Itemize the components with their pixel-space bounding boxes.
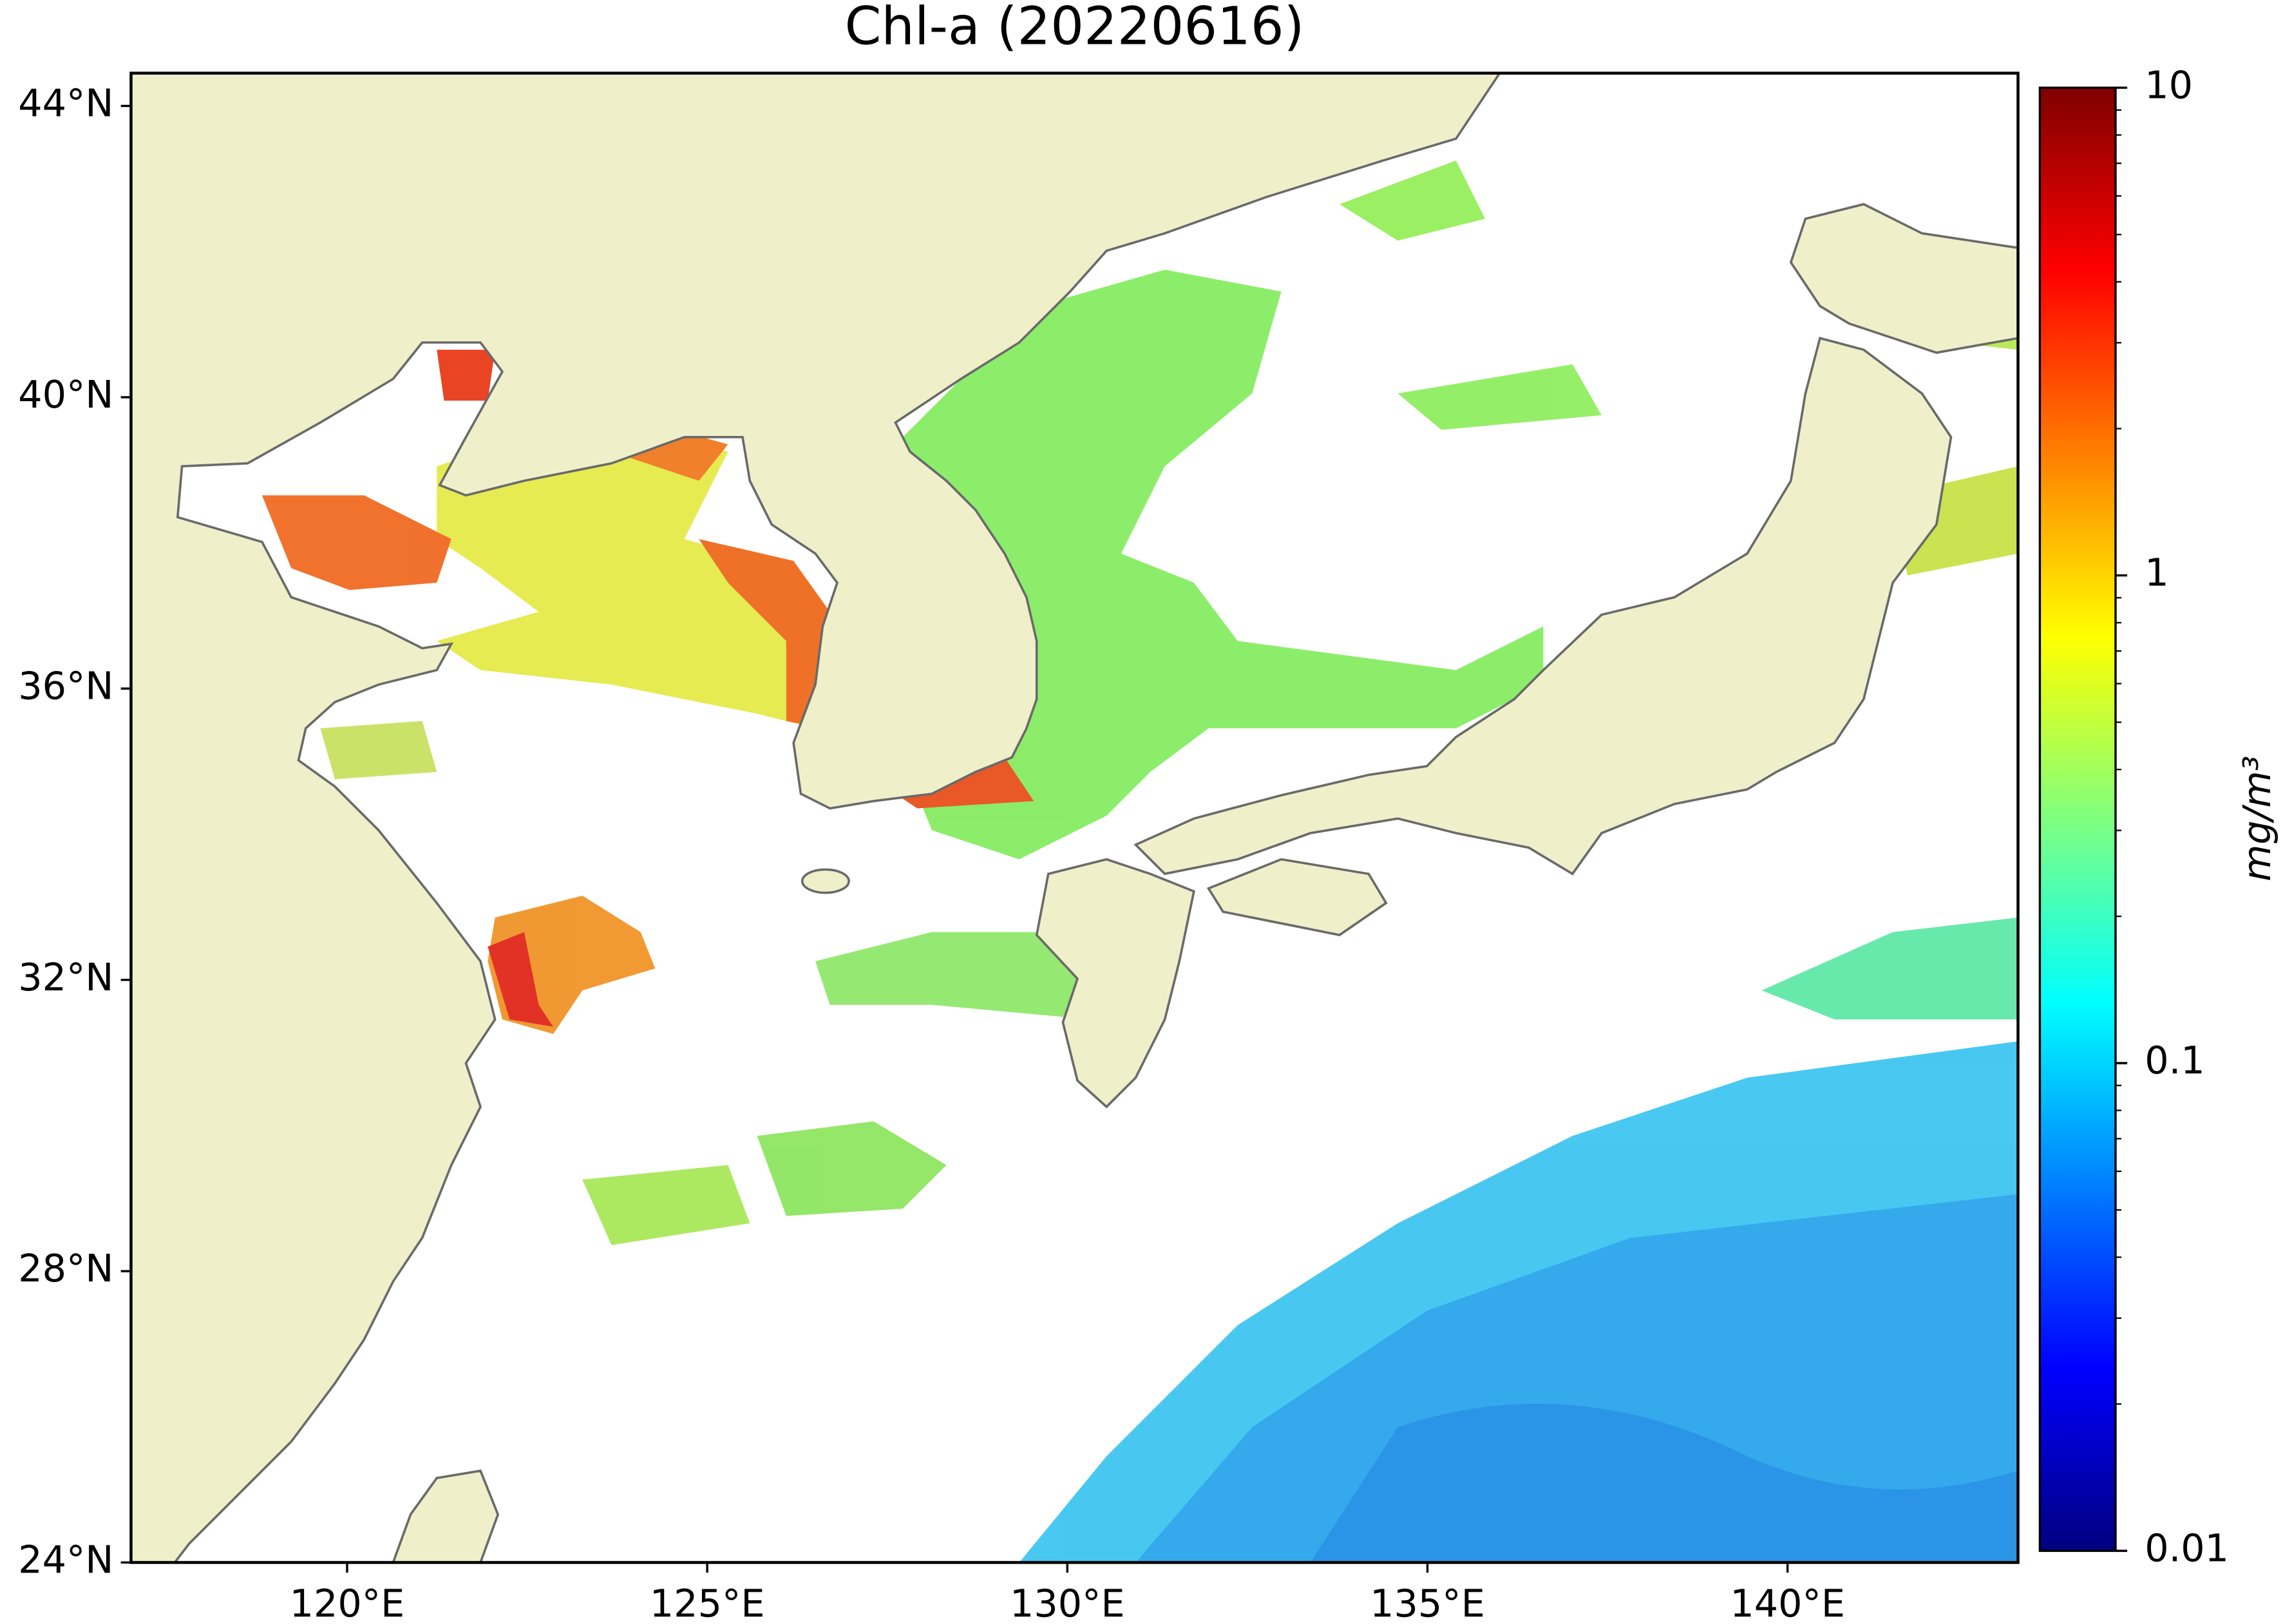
continent: [131, 73, 1501, 1563]
x-tick-label: 120°E: [290, 1581, 405, 1624]
chl-patch: [757, 1121, 947, 1216]
y-tick-label: 40°N: [18, 372, 113, 417]
map: [131, 73, 2018, 1563]
x-tick-label: 140°E: [1730, 1581, 1845, 1624]
colorbar-label: mg/m³: [2235, 756, 2279, 882]
chl-patch: [1339, 160, 1486, 241]
chl-patch: [261, 495, 451, 590]
taiwan: [392, 1469, 500, 1563]
chl-patch: [437, 350, 495, 401]
chl-patch: [320, 721, 437, 780]
hokkaido: [1789, 203, 2018, 354]
y-tick-label: 24°N: [18, 1538, 113, 1582]
y-tick-label: 36°N: [18, 663, 113, 708]
x-tick-label: 135°E: [1370, 1581, 1485, 1624]
chl-patch: [1135, 1194, 2018, 1563]
colorbar: [2038, 86, 2117, 1553]
colorbar-tick-label: 0.01: [2145, 1525, 2229, 1570]
chl-patch: [815, 932, 1092, 1020]
chl-patch: [488, 932, 554, 1027]
colorbar-tick-label: 10: [2145, 62, 2193, 107]
honshu: [1133, 336, 1953, 876]
colorbar-tick-label: 0.1: [2145, 1038, 2204, 1082]
map-frame: [129, 71, 2020, 1564]
y-tick-label: 28°N: [18, 1246, 113, 1290]
chl-patch: [1397, 364, 1602, 430]
chl-patch: [1310, 1404, 2018, 1563]
jeju: [800, 868, 850, 894]
shikoku: [1206, 858, 1388, 936]
chl-patch: [1761, 917, 2018, 1020]
chl-patch: [582, 1165, 750, 1245]
chl-patch: [902, 269, 1544, 860]
y-tick-label: 32°N: [18, 955, 113, 999]
x-tick-label: 125°E: [650, 1581, 765, 1624]
x-tick-label: 130°E: [1010, 1581, 1125, 1624]
chl-patch: [437, 422, 830, 729]
y-tick-label: 44°N: [18, 81, 113, 126]
chart-title: Chl-a (20220616): [845, 0, 1305, 57]
chl-patch: [699, 539, 830, 729]
kyushu: [1035, 858, 1195, 1109]
colorbar-tick-label: 1: [2145, 551, 2168, 595]
